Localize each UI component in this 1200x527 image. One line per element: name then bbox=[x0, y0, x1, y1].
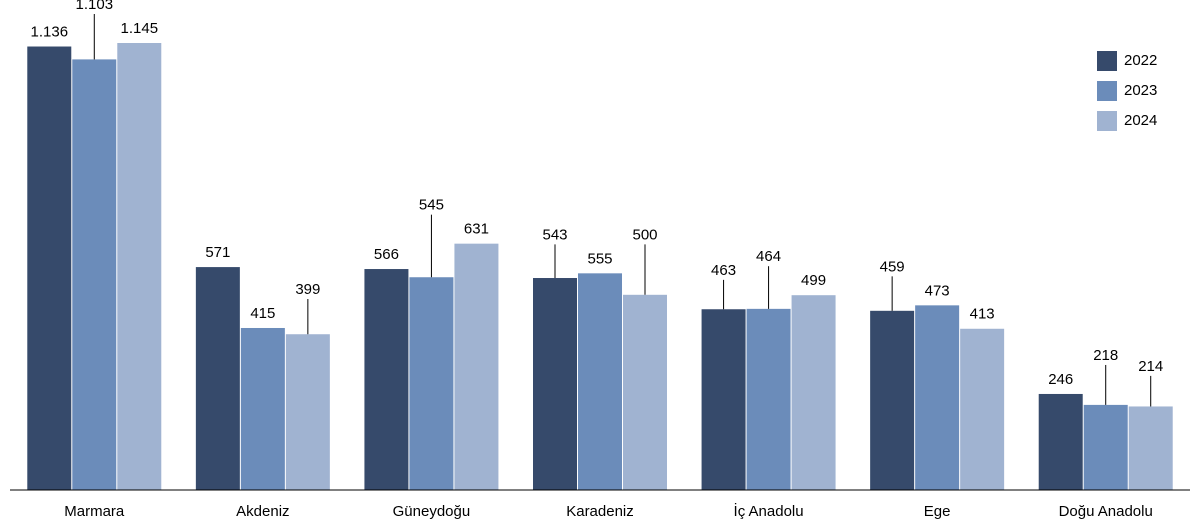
value-label: 545 bbox=[419, 197, 444, 214]
bar bbox=[578, 273, 622, 490]
bar bbox=[915, 305, 960, 490]
bar bbox=[1128, 406, 1173, 490]
x-tick-label: Güneydoğu bbox=[393, 503, 471, 520]
bar bbox=[364, 269, 409, 490]
value-label: 543 bbox=[542, 226, 567, 243]
bar bbox=[960, 328, 1005, 490]
bar bbox=[409, 277, 454, 490]
value-label: 218 bbox=[1093, 347, 1118, 364]
bar bbox=[285, 334, 330, 490]
legend-label: 2023 bbox=[1124, 82, 1157, 99]
bar bbox=[1038, 393, 1083, 490]
value-label: 1.145 bbox=[121, 20, 159, 37]
x-tick-label: Akdeniz bbox=[236, 503, 289, 520]
legend-label: 2022 bbox=[1124, 52, 1157, 69]
value-label: 1.103 bbox=[76, 0, 114, 13]
bar bbox=[623, 294, 667, 490]
value-label: 1.136 bbox=[31, 23, 69, 40]
bar bbox=[1083, 404, 1128, 490]
bar bbox=[701, 309, 746, 490]
bar bbox=[870, 310, 915, 490]
legend-label: 2024 bbox=[1124, 112, 1157, 129]
x-tick-label: Marmara bbox=[64, 503, 125, 520]
bar bbox=[195, 267, 240, 490]
value-label: 464 bbox=[756, 248, 781, 265]
legend-swatch bbox=[1097, 51, 1117, 71]
value-label: 555 bbox=[587, 250, 612, 267]
value-label: 246 bbox=[1048, 371, 1073, 388]
value-label: 415 bbox=[250, 305, 275, 322]
bar bbox=[746, 308, 791, 490]
value-label: 399 bbox=[295, 281, 320, 298]
bar bbox=[454, 243, 499, 490]
bar bbox=[240, 327, 285, 490]
x-tick-label: İç Anadolu bbox=[734, 502, 804, 520]
value-label: 499 bbox=[801, 272, 826, 289]
value-label: 631 bbox=[464, 221, 489, 238]
value-label: 473 bbox=[925, 282, 950, 299]
x-tick-label: Ege bbox=[924, 503, 951, 520]
legend-swatch bbox=[1097, 81, 1117, 101]
value-label: 566 bbox=[374, 246, 399, 263]
value-label: 500 bbox=[632, 226, 657, 243]
bar bbox=[117, 43, 162, 490]
bar bbox=[791, 295, 836, 490]
x-tick-label: Karadeniz bbox=[566, 503, 634, 520]
legend-swatch bbox=[1097, 111, 1117, 131]
value-label: 413 bbox=[970, 306, 995, 323]
bar bbox=[72, 59, 117, 490]
value-label: 463 bbox=[711, 262, 736, 279]
value-label: 214 bbox=[1138, 358, 1163, 375]
value-label: 571 bbox=[205, 244, 230, 261]
bar bbox=[533, 278, 577, 490]
x-tick-label: Doğu Anadolu bbox=[1059, 503, 1153, 520]
bar bbox=[27, 46, 72, 490]
value-label: 459 bbox=[880, 258, 905, 275]
